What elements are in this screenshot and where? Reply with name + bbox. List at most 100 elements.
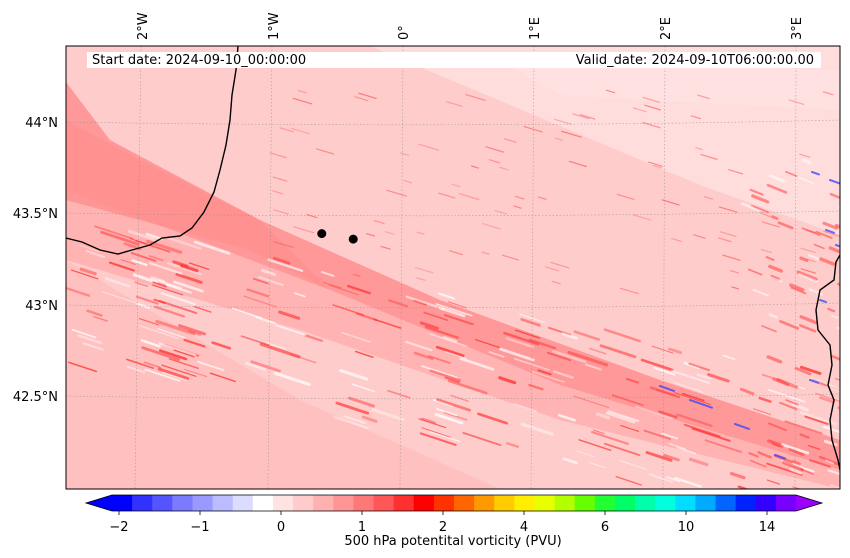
pv-streak [138, 318, 160, 326]
pv-streak [666, 476, 681, 483]
pv-streak [748, 452, 759, 458]
pv-streak [823, 439, 838, 447]
lat-tick-label: 43°N [25, 299, 58, 314]
pv-streak [165, 283, 192, 294]
pv-streak [373, 318, 402, 329]
pv-streak [834, 514, 850, 522]
pv-streak [834, 223, 840, 229]
pv-streak [537, 369, 552, 376]
pv-streak [752, 288, 769, 297]
pv-streak [562, 457, 578, 465]
pv-streak [320, 271, 335, 277]
pv-streak [589, 462, 606, 469]
pv-streak [652, 164, 662, 169]
pv-streak [322, 281, 343, 289]
pv-streak [651, 345, 674, 354]
pv-streak [384, 231, 395, 236]
pv-streak [729, 471, 746, 480]
lat-tick-label: 43.5°N [13, 207, 58, 222]
colorbar-cell [112, 495, 133, 511]
pv-streak [671, 369, 711, 385]
colorbar-cell [454, 495, 475, 511]
pv-streak [252, 277, 269, 285]
pv-streak [568, 160, 587, 168]
colorbar-cell [272, 495, 294, 511]
negative-pv-spot [835, 244, 840, 248]
pv-streak [304, 334, 324, 342]
pv-streak [421, 427, 451, 438]
pv-streak [688, 457, 709, 467]
pv-streak [766, 462, 803, 476]
pv-streak [604, 442, 641, 456]
pv-streak [258, 276, 284, 287]
pv-streak [130, 252, 157, 262]
pv-streak [136, 302, 150, 309]
pv-streak [246, 288, 270, 298]
pv-streak [149, 262, 183, 275]
pv-streak [419, 321, 440, 330]
pv-streak [134, 281, 149, 287]
pv-streak [352, 273, 361, 277]
pv-streak [450, 394, 469, 402]
pv-streak [211, 341, 232, 350]
pv-streak [145, 232, 163, 241]
pv-streak [810, 376, 829, 386]
pv-streak [653, 366, 676, 376]
pv-streak [704, 196, 714, 200]
pv-streak [720, 231, 737, 238]
pv-streak [611, 394, 644, 407]
lat-tick-label: 42.5°N [13, 390, 58, 405]
pv-streak [603, 328, 642, 343]
pv-streak [85, 250, 106, 258]
pv-streak [815, 392, 840, 403]
colorbar-cells [112, 495, 797, 511]
pv-streak [589, 347, 607, 355]
pv-streak [779, 320, 800, 330]
pv-streak [799, 365, 822, 375]
pv-streak [790, 286, 807, 295]
pv-streak [434, 412, 464, 425]
pv-streak [758, 396, 772, 403]
pv-streak [578, 439, 612, 452]
pv-streak [421, 365, 458, 379]
pv-streak [131, 259, 148, 267]
pv-streak [822, 221, 839, 230]
pv-streak [513, 403, 537, 412]
pv-streak [791, 402, 809, 412]
pv-streak [691, 427, 731, 442]
pv-streak [71, 328, 97, 339]
pv-streak [104, 277, 131, 288]
pv-streak [436, 398, 471, 412]
lon-tick-label: 2°E [659, 17, 674, 40]
pv-streak [499, 347, 535, 362]
pv-streak [815, 230, 833, 239]
pv-streak [343, 415, 366, 424]
pv-streak [656, 389, 676, 397]
pv-streak [243, 295, 278, 308]
pv-streak [806, 258, 816, 263]
pv-streak [438, 192, 456, 199]
colorbar-cell [393, 495, 415, 511]
colorbar-tick-label: 0 [277, 520, 285, 535]
colorbar-outline [84, 494, 824, 512]
pv-streak [447, 301, 467, 309]
colorbar-tick-label: 2 [439, 520, 447, 535]
pv-streak [428, 355, 451, 364]
pv-streak [209, 372, 236, 383]
colorbar-tick-label: −2 [109, 520, 128, 535]
pv-streak [671, 237, 683, 243]
pv-streak [766, 479, 781, 485]
pv-streak [801, 227, 821, 237]
pv-streak [458, 193, 480, 201]
pv-streak [518, 313, 545, 323]
pv-streak [822, 91, 834, 96]
pv-streak [779, 401, 798, 411]
pv-streak [551, 280, 561, 285]
pv-streak [506, 442, 519, 448]
pv-streak [828, 246, 840, 254]
pv-streak [188, 262, 210, 270]
pv-streak [683, 423, 721, 438]
pv-streak [788, 448, 805, 457]
pv-streak [148, 255, 164, 262]
pv-streak [505, 337, 535, 349]
